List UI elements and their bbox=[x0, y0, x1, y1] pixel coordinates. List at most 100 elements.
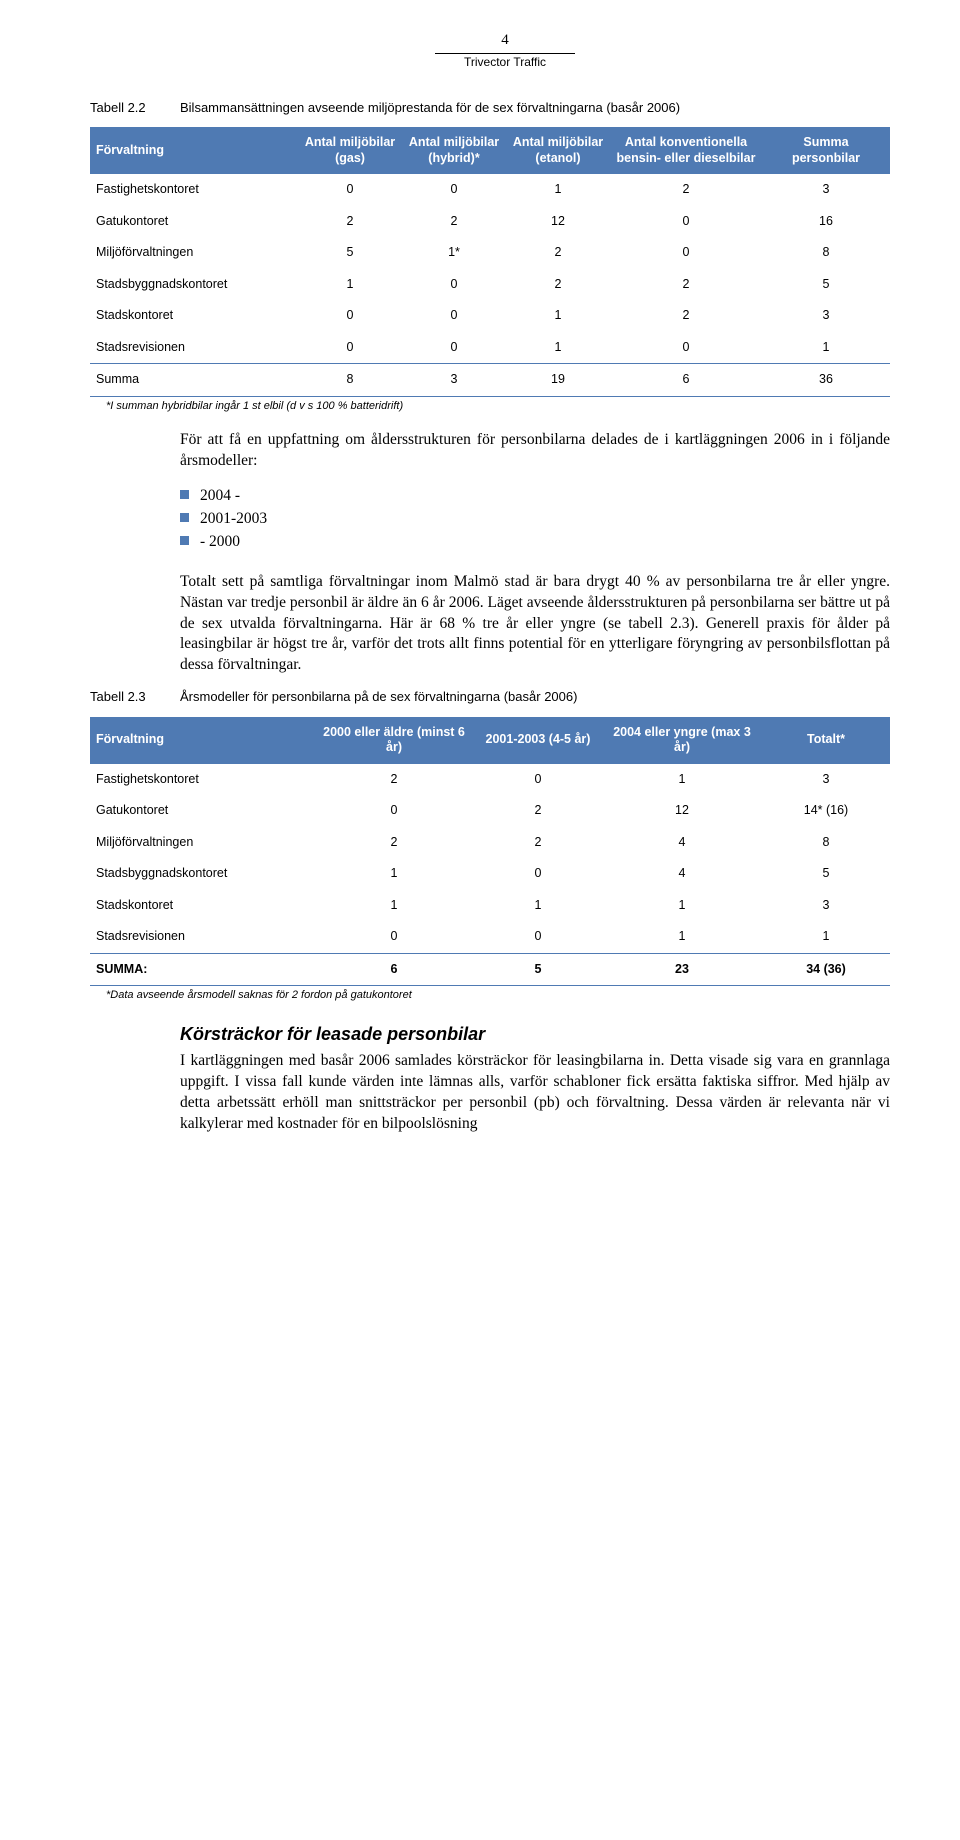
table2-sum-row: SUMMA:652334 (36) bbox=[90, 953, 890, 986]
table-cell: 1 bbox=[602, 921, 762, 953]
table-cell: 0 bbox=[402, 300, 506, 332]
table-cell: 4 bbox=[602, 858, 762, 890]
table-cell: 0 bbox=[298, 300, 402, 332]
table2-header-row: Förvaltning 2000 eller äldre (minst 6 år… bbox=[90, 717, 890, 764]
table-cell: 1 bbox=[506, 300, 610, 332]
table-cell: 12 bbox=[506, 206, 610, 238]
table-cell: 5 bbox=[298, 237, 402, 269]
table-row: Miljöförvaltningen51*208 bbox=[90, 237, 890, 269]
table-cell: 8 bbox=[298, 364, 402, 397]
table-row: Stadskontoret00123 bbox=[90, 300, 890, 332]
table2-col-1: 2000 eller äldre (minst 6 år) bbox=[314, 717, 474, 764]
table-cell: 2 bbox=[610, 300, 762, 332]
table-cell: Stadsbyggnadskontoret bbox=[90, 269, 298, 301]
table-cell: 2 bbox=[474, 795, 602, 827]
table-cell: Stadskontoret bbox=[90, 300, 298, 332]
table-row: Stadskontoret1113 bbox=[90, 890, 890, 922]
table-row: Gatukontoret2212016 bbox=[90, 206, 890, 238]
table-cell: Gatukontoret bbox=[90, 206, 298, 238]
table-cell: 14* (16) bbox=[762, 795, 890, 827]
table-cell: 0 bbox=[314, 921, 474, 953]
table-cell: Fastighetskontoret bbox=[90, 174, 298, 206]
table1-title: Bilsammansättningen avseende miljöpresta… bbox=[180, 99, 890, 117]
table-cell: 1 bbox=[298, 269, 402, 301]
table-cell: 0 bbox=[402, 332, 506, 364]
table-cell: 0 bbox=[402, 269, 506, 301]
table-cell: 23 bbox=[602, 953, 762, 986]
table2-col-3: 2004 eller yngre (max 3 år) bbox=[602, 717, 762, 764]
table-row: Stadsrevisionen00101 bbox=[90, 332, 890, 364]
table-cell: Stadskontoret bbox=[90, 890, 314, 922]
table1-footnote: *I summan hybridbilar ingår 1 st elbil (… bbox=[106, 399, 890, 414]
header-subtitle: Trivector Traffic bbox=[120, 54, 890, 71]
table2-caption: Tabell 2.3 Årsmodeller för personbilarna… bbox=[90, 688, 890, 706]
table-cell: 1 bbox=[314, 890, 474, 922]
table-row: Stadsbyggnadskontoret1045 bbox=[90, 858, 890, 890]
table-cell: 2 bbox=[610, 174, 762, 206]
paragraph-age-analysis: Totalt sett på samtliga förvaltningar in… bbox=[120, 572, 890, 677]
table-cell: 0 bbox=[474, 764, 602, 796]
table-cell: 5 bbox=[762, 269, 890, 301]
table-cell: Miljöförvaltningen bbox=[90, 827, 314, 859]
table1-col-0: Förvaltning bbox=[90, 127, 298, 174]
table-cell: 0 bbox=[610, 332, 762, 364]
table-cell: Gatukontoret bbox=[90, 795, 314, 827]
paragraph-age-intro: För att få en uppfattning om åldersstruk… bbox=[120, 430, 890, 472]
table-cell: 8 bbox=[762, 237, 890, 269]
table-cell: 1 bbox=[314, 858, 474, 890]
table2-label: Tabell 2.3 bbox=[90, 688, 180, 706]
table1-col-5: Summa personbilar bbox=[762, 127, 890, 174]
table-cell: 34 (36) bbox=[762, 953, 890, 986]
table-cell: 1 bbox=[506, 174, 610, 206]
table-cell: 4 bbox=[602, 827, 762, 859]
table-cell: Stadsbyggnadskontoret bbox=[90, 858, 314, 890]
table-cell: Summa bbox=[90, 364, 298, 397]
table-cell: SUMMA: bbox=[90, 953, 314, 986]
section-heading-korstrackor: Körsträckor för leasade personbilar bbox=[120, 1022, 890, 1047]
table-cell: 12 bbox=[602, 795, 762, 827]
table-cell: 0 bbox=[610, 206, 762, 238]
table-cell: 3 bbox=[762, 174, 890, 206]
table2-footnote: *Data avseende årsmodell saknas för 2 fo… bbox=[106, 988, 890, 1003]
table2-col-2: 2001-2003 (4-5 år) bbox=[474, 717, 602, 764]
table-row: Stadsrevisionen0011 bbox=[90, 921, 890, 953]
table1-col-1: Antal miljöbilar (gas) bbox=[298, 127, 402, 174]
table1-col-4: Antal konventionella bensin- eller diese… bbox=[610, 127, 762, 174]
table-cell: Stadsrevisionen bbox=[90, 921, 314, 953]
table-cell: 16 bbox=[762, 206, 890, 238]
table-cell: 0 bbox=[314, 795, 474, 827]
table-cell: 1 bbox=[762, 332, 890, 364]
table-cell: 2 bbox=[314, 764, 474, 796]
table2-col-0: Förvaltning bbox=[90, 717, 314, 764]
list-item: 2004 - bbox=[180, 484, 890, 507]
table-cell: 2 bbox=[474, 827, 602, 859]
table1: Förvaltning Antal miljöbilar (gas) Antal… bbox=[90, 127, 890, 397]
table-cell: Fastighetskontoret bbox=[90, 764, 314, 796]
table-cell: 2 bbox=[402, 206, 506, 238]
list-item: - 2000 bbox=[180, 530, 890, 553]
paragraph-korstrackor: I kartläggningen med basår 2006 samlades… bbox=[120, 1051, 890, 1135]
page-header: 4 Trivector Traffic bbox=[120, 30, 890, 71]
table-cell: 6 bbox=[314, 953, 474, 986]
page-number: 4 bbox=[120, 30, 890, 51]
table-cell: 1 bbox=[602, 890, 762, 922]
table-cell: 1 bbox=[762, 921, 890, 953]
table-cell: 5 bbox=[762, 858, 890, 890]
table-row: Fastighetskontoret2013 bbox=[90, 764, 890, 796]
table1-header-row: Förvaltning Antal miljöbilar (gas) Antal… bbox=[90, 127, 890, 174]
table-cell: 8 bbox=[762, 827, 890, 859]
table1-sum-row: Summa8319636 bbox=[90, 364, 890, 397]
table-cell: 0 bbox=[610, 237, 762, 269]
table-cell: 36 bbox=[762, 364, 890, 397]
table-cell: 1 bbox=[506, 332, 610, 364]
table-cell: 1 bbox=[602, 764, 762, 796]
table-cell: 3 bbox=[762, 300, 890, 332]
year-model-list: 2004 - 2001-2003 - 2000 bbox=[120, 484, 890, 554]
table1-col-3: Antal miljöbilar (etanol) bbox=[506, 127, 610, 174]
table-cell: Stadsrevisionen bbox=[90, 332, 298, 364]
table-cell: 2 bbox=[314, 827, 474, 859]
table2-col-4: Totalt* bbox=[762, 717, 890, 764]
table-row: Fastighetskontoret00123 bbox=[90, 174, 890, 206]
table1-label: Tabell 2.2 bbox=[90, 99, 180, 117]
table-row: Gatukontoret021214* (16) bbox=[90, 795, 890, 827]
